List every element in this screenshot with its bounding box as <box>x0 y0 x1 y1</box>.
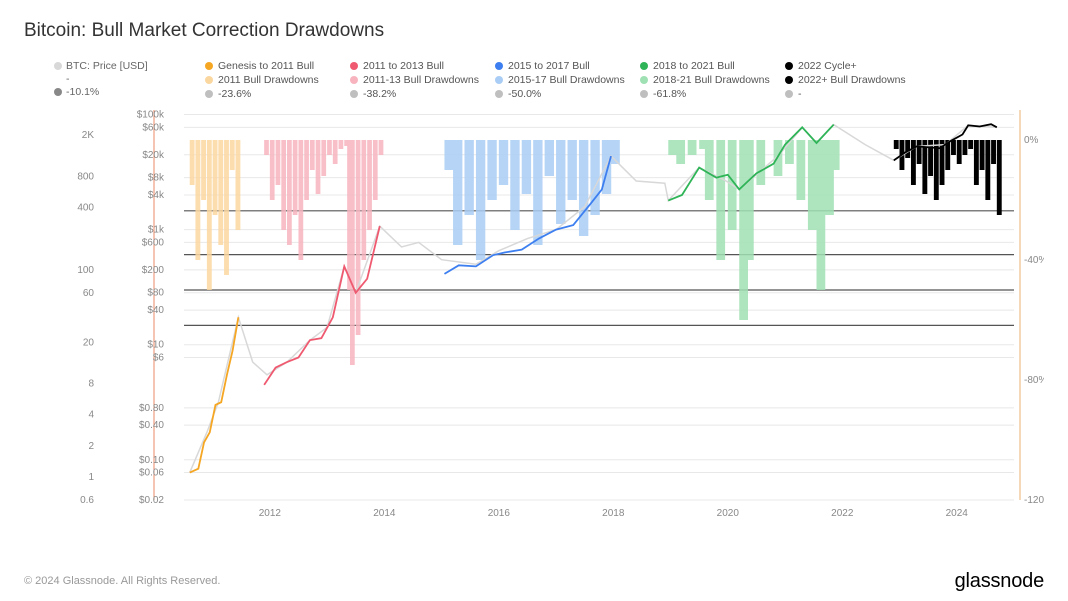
svg-text:2014: 2014 <box>373 508 396 519</box>
svg-text:$200: $200 <box>142 265 165 276</box>
svg-text:1: 1 <box>88 472 94 483</box>
svg-text:2024: 2024 <box>946 508 969 519</box>
svg-text:8: 8 <box>88 379 94 390</box>
svg-text:-50.0%: -50.0% <box>508 88 541 100</box>
svg-text:2K: 2K <box>82 130 95 141</box>
svg-text:2022: 2022 <box>831 508 854 519</box>
svg-text:0%: 0% <box>1024 135 1039 146</box>
svg-text:$0.40: $0.40 <box>139 420 164 431</box>
svg-text:60: 60 <box>83 288 95 299</box>
svg-text:-80%: -80% <box>1024 375 1044 386</box>
svg-text:2011 to 2013 Bull: 2011 to 2013 Bull <box>363 60 444 72</box>
svg-text:2011 Bull Drawdowns: 2011 Bull Drawdowns <box>218 74 319 86</box>
svg-text:-61.8%: -61.8% <box>653 88 686 100</box>
svg-text:0.6: 0.6 <box>80 495 94 506</box>
svg-text:$0.06: $0.06 <box>139 468 164 479</box>
svg-text:2020: 2020 <box>717 508 740 519</box>
svg-text:2015-17 Bull Drawdowns: 2015-17 Bull Drawdowns <box>508 74 625 86</box>
svg-text:$600: $600 <box>142 237 165 248</box>
svg-text:20: 20 <box>83 337 95 348</box>
svg-text:2011-13 Bull Drawdowns: 2011-13 Bull Drawdowns <box>363 74 479 86</box>
svg-text:$20k: $20k <box>142 150 165 161</box>
svg-text:$1k: $1k <box>148 225 165 236</box>
svg-text:$6: $6 <box>153 352 165 363</box>
svg-text:$10: $10 <box>147 340 164 351</box>
svg-text:BTC: Price [USD]: BTC: Price [USD] <box>66 60 148 72</box>
svg-text:2022 Cycle+: 2022 Cycle+ <box>798 60 857 72</box>
footer-text: © 2024 Glassnode. All Rights Reserved. <box>24 575 220 587</box>
svg-text:$80: $80 <box>147 288 164 299</box>
svg-text:2018-21 Bull Drawdowns: 2018-21 Bull Drawdowns <box>653 74 770 86</box>
svg-text:-23.6%: -23.6% <box>218 88 251 100</box>
svg-text:$4k: $4k <box>148 190 165 201</box>
svg-text:-: - <box>66 73 70 85</box>
svg-text:2018 to 2021 Bull: 2018 to 2021 Bull <box>653 60 735 72</box>
svg-text:Genesis to 2011 Bull: Genesis to 2011 Bull <box>218 60 314 72</box>
svg-text:2012: 2012 <box>259 508 282 519</box>
svg-text:$0.02: $0.02 <box>139 495 164 506</box>
svg-text:100: 100 <box>77 265 94 276</box>
svg-text:$60k: $60k <box>142 122 165 133</box>
svg-text:$40: $40 <box>147 305 164 316</box>
page-title: Bitcoin: Bull Market Correction Drawdown… <box>24 20 1044 42</box>
chart: 2012 2014 2016 2018 2020 2022 2024 0.6 1 2 4 8 20 60 1… <box>24 60 1044 530</box>
svg-text:4: 4 <box>88 410 94 421</box>
svg-text:$100k: $100k <box>137 110 165 121</box>
svg-text:2018: 2018 <box>602 508 625 519</box>
svg-text:-38.2%: -38.2% <box>363 88 396 100</box>
svg-text:$0.10: $0.10 <box>139 455 164 466</box>
svg-text:800: 800 <box>77 171 94 182</box>
svg-text:2016: 2016 <box>488 508 511 519</box>
brand-logo: glassnode <box>955 570 1044 593</box>
svg-text:$0.80: $0.80 <box>139 403 164 414</box>
svg-text:2: 2 <box>88 441 94 452</box>
svg-text:-120%: -120% <box>1024 495 1044 506</box>
svg-text:$8k: $8k <box>148 173 165 184</box>
svg-text:-40%: -40% <box>1024 255 1044 266</box>
svg-text:-10.1%: -10.1% <box>66 86 99 98</box>
svg-text:-: - <box>798 88 802 100</box>
svg-text:2015 to 2017 Bull: 2015 to 2017 Bull <box>508 60 590 72</box>
svg-text:400: 400 <box>77 203 94 214</box>
svg-text:2022+ Bull Drawdowns: 2022+ Bull Drawdowns <box>798 74 906 86</box>
